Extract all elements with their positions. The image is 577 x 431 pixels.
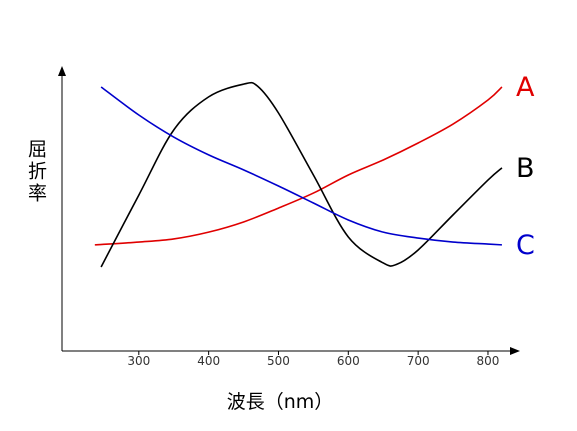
x-tick-label: 500	[267, 354, 290, 368]
y-axis-label: 屈折率	[25, 139, 47, 205]
x-tick-label: 700	[407, 354, 430, 368]
line	[94, 86, 503, 246]
line	[100, 81, 503, 268]
x-tick-label: 800	[477, 354, 500, 368]
legend-label: A	[516, 72, 535, 103]
legend-label: B	[516, 153, 535, 184]
x-axis-label: 波長（nm）	[227, 391, 334, 413]
x-tick-label: 400	[197, 354, 220, 368]
x-tick-label: 300	[127, 354, 150, 368]
x-arrow	[510, 347, 520, 355]
line	[100, 86, 502, 246]
x-tick-label: 600	[337, 354, 360, 368]
legend-label: C	[516, 230, 535, 261]
y-arrow	[58, 66, 66, 76]
